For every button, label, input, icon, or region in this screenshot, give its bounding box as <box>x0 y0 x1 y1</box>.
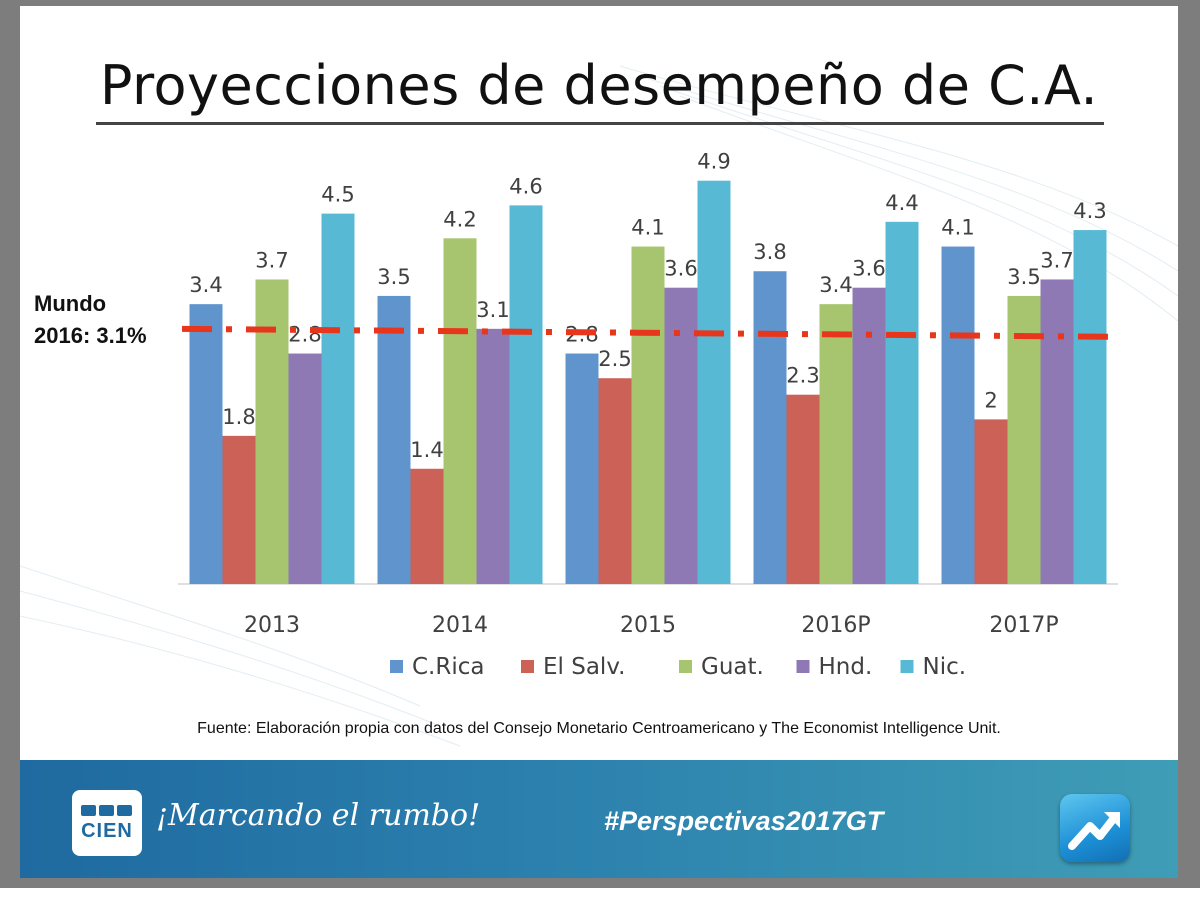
data-label: 3.8 <box>753 240 786 264</box>
data-label: 4.9 <box>697 150 730 174</box>
bar-nic-2014 <box>509 205 543 584</box>
slide: Proyecciones de desempeño de C.A. Mundo … <box>20 6 1178 878</box>
data-label: 4.4 <box>885 191 918 215</box>
bar-elsalv-2014 <box>410 468 444 584</box>
legend-label: Hnd. <box>819 654 873 680</box>
bar-crica-2016p <box>753 271 787 584</box>
background-swirl <box>20 65 1178 747</box>
logo-blocks <box>81 801 135 820</box>
bar-elsalv-2017p <box>974 419 1008 584</box>
data-label: 2.3 <box>786 364 819 388</box>
bar-chart: 3.4 1.8 3.7 2.8 4.5 2013 3.5 1.4 4.2 3.1 4.6 2014 2.… <box>178 150 1121 680</box>
legend-label: C.Rica <box>412 654 484 680</box>
bar-hnd-2017p <box>1040 279 1074 584</box>
bar-elsalv-2013 <box>222 435 256 584</box>
slide-title: Proyecciones de desempeño de C.A. <box>99 54 1099 117</box>
bar-hnd-2013 <box>288 353 322 584</box>
bar-crica-2015 <box>565 353 599 584</box>
data-label: 2.8 <box>288 323 321 347</box>
x-tick-label: 2017P <box>989 613 1058 638</box>
legend-swatch <box>679 660 692 673</box>
bar-crica-2014 <box>377 295 411 584</box>
data-label: 3.4 <box>189 273 222 297</box>
data-label: 4.3 <box>1073 199 1106 223</box>
footer-slogan: ¡Marcando el rumbo! <box>156 798 481 833</box>
data-label: 3.6 <box>664 257 697 281</box>
legend-swatch <box>390 660 403 673</box>
trend-arrow-icon <box>1060 794 1130 862</box>
legend-swatch <box>796 660 810 673</box>
data-label: 1.4 <box>410 438 443 462</box>
bar-elsalv-2016p <box>786 394 820 584</box>
x-tick-label: 2014 <box>432 613 488 638</box>
data-label: 4.5 <box>321 183 354 207</box>
bar-guat-2013 <box>255 279 289 584</box>
bar-nic-2017p <box>1073 230 1107 585</box>
data-label: 4.1 <box>631 216 664 240</box>
x-tick-label: 2016P <box>801 613 870 638</box>
data-label: 1.8 <box>222 405 255 429</box>
cien-logo: CIEN <box>72 790 142 856</box>
bar-guat-2016p <box>819 304 853 584</box>
world-reference-label: Mundo 2016: 3.1% <box>34 288 147 352</box>
x-tick-label: 2015 <box>620 613 676 638</box>
bar-nic-2016p <box>885 221 919 584</box>
data-label: 3.6 <box>852 257 885 281</box>
footer-band: CIEN ¡Marcando el rumbo! #Perspectivas20… <box>20 760 1178 878</box>
legend-label: El Salv. <box>543 654 625 680</box>
data-label: 3.7 <box>1040 248 1073 272</box>
legend-swatch <box>521 660 534 673</box>
world-reference-line1: Mundo <box>34 291 107 316</box>
data-label: 4.1 <box>941 216 974 240</box>
data-label: 3.7 <box>255 248 288 272</box>
bar-elsalv-2015 <box>598 378 632 584</box>
bar-guat-2017p <box>1007 295 1041 584</box>
legend-label: Guat. <box>701 654 764 680</box>
next-slide-edge <box>0 888 1200 900</box>
bar-hnd-2015 <box>664 287 698 584</box>
data-label: 3.5 <box>1007 265 1040 289</box>
bar-crica-2017p <box>941 246 975 585</box>
world-reference-line <box>181 325 1121 340</box>
data-label: 3.4 <box>819 273 852 297</box>
data-label: 3.5 <box>377 265 410 289</box>
title-underline <box>96 122 1104 125</box>
data-label: 3.1 <box>476 298 509 322</box>
footer-hashtag: #Perspectivas2017GT <box>604 806 884 836</box>
world-reference-line2: 2016: 3.1% <box>34 323 147 348</box>
bar-nic-2013 <box>321 213 355 584</box>
bar-guat-2014 <box>443 238 477 585</box>
bar-nic-2015 <box>697 180 731 584</box>
data-label: 4.6 <box>509 174 542 198</box>
data-label: 4.2 <box>443 207 476 231</box>
bar-crica-2013 <box>189 304 223 584</box>
data-label: 2.5 <box>598 347 631 371</box>
bar-guat-2015 <box>631 246 665 585</box>
logo-text: CIEN <box>81 820 133 842</box>
x-tick-label: 2013 <box>244 613 300 638</box>
legend-swatch <box>900 660 914 673</box>
source-note: Fuente: Elaboración propia con datos del… <box>197 720 1001 737</box>
bar-hnd-2014 <box>476 328 510 584</box>
legend-label: Nic. <box>923 654 967 680</box>
data-label: 2 <box>984 388 997 412</box>
